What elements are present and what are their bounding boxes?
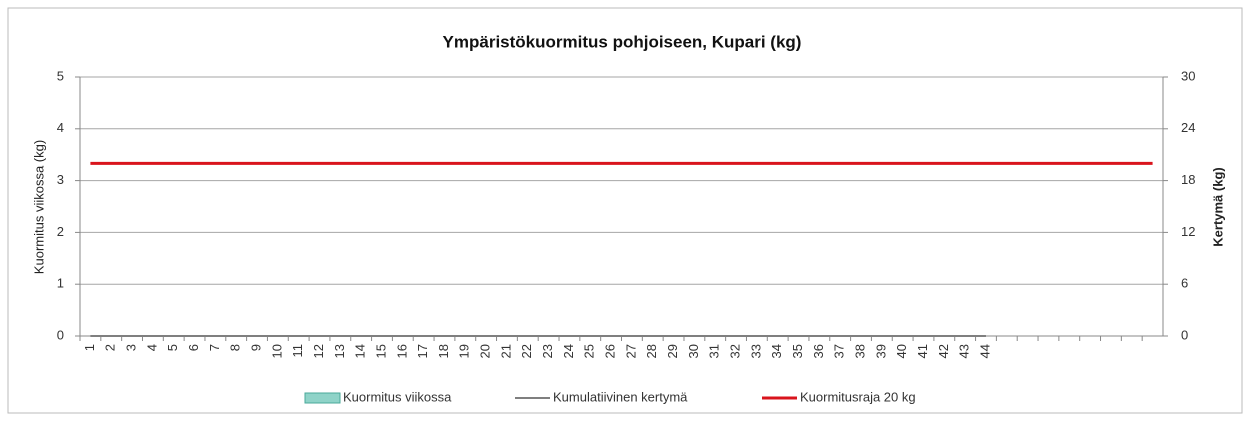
x-tick-label: 27 xyxy=(623,344,638,358)
x-tick-label: 11 xyxy=(290,344,305,358)
x-tick-label: 39 xyxy=(873,344,888,358)
x-tick-label: 3 xyxy=(124,344,139,351)
x-tick-label: 36 xyxy=(811,344,826,358)
x-tick-label: 24 xyxy=(561,344,576,358)
y-tick-label: 2 xyxy=(57,224,64,239)
x-tick-label: 21 xyxy=(498,344,513,358)
x-tick-label: 9 xyxy=(248,344,263,351)
y-tick-label: 5 xyxy=(57,68,64,83)
x-tick-label: 38 xyxy=(852,344,867,358)
x-tick-label: 44 xyxy=(977,344,992,358)
x-tick-label: 23 xyxy=(540,344,555,358)
x-tick-label: 2 xyxy=(103,344,118,351)
x-tick-label: 43 xyxy=(957,344,972,358)
x-tick-label: 10 xyxy=(269,344,284,358)
y2-tick-label: 30 xyxy=(1181,68,1195,83)
x-tick-label: 42 xyxy=(936,344,951,358)
legend-swatch xyxy=(304,392,341,404)
x-tick-label: 37 xyxy=(832,344,847,358)
x-tick-label: 1 xyxy=(82,344,97,351)
x-tick-label: 26 xyxy=(603,344,618,358)
x-tick-label: 16 xyxy=(394,344,409,358)
x-tick-label: 15 xyxy=(373,344,388,358)
x-tick-label: 18 xyxy=(436,344,451,358)
y-tick-label: 4 xyxy=(57,120,64,135)
x-tick-label: 8 xyxy=(228,344,243,351)
y2-tick-label: 18 xyxy=(1181,172,1195,187)
y-axis-title: Kuormitus viikossa (kg) xyxy=(31,140,46,274)
x-tick-label: 30 xyxy=(686,344,701,358)
y2-axis-title: Kertymä (kg) xyxy=(1210,167,1225,246)
y-tick-label: 1 xyxy=(57,276,64,291)
x-tick-label: 20 xyxy=(478,344,493,358)
x-tick-label: 35 xyxy=(790,344,805,358)
x-tick-label: 32 xyxy=(727,344,742,358)
x-tick-label: 33 xyxy=(748,344,763,358)
x-tick-label: 31 xyxy=(707,344,722,358)
x-tick-label: 14 xyxy=(353,344,368,358)
legend-label: Kumulatiivinen kertymä xyxy=(553,389,688,404)
x-tick-label: 6 xyxy=(186,344,201,351)
x-tick-label: 28 xyxy=(644,344,659,358)
y2-tick-label: 6 xyxy=(1181,276,1188,291)
x-tick-label: 17 xyxy=(415,344,430,358)
x-tick-label: 19 xyxy=(457,344,472,358)
y2-tick-label: 12 xyxy=(1181,224,1195,239)
y-tick-label: 0 xyxy=(57,327,64,342)
y-tick-label: 3 xyxy=(57,172,64,187)
x-tick-label: 41 xyxy=(915,344,930,358)
y2-tick-label: 0 xyxy=(1181,327,1188,342)
x-tick-label: 7 xyxy=(207,344,222,351)
x-tick-label: 22 xyxy=(519,344,534,358)
x-tick-label: 29 xyxy=(665,344,680,358)
chart-frame xyxy=(7,7,1243,414)
x-tick-label: 40 xyxy=(894,344,909,358)
x-tick-label: 4 xyxy=(144,344,159,351)
y2-tick-label: 24 xyxy=(1181,120,1195,135)
legend-label: Kuormitus viikossa xyxy=(343,389,452,404)
legend-label: Kuormitusraja 20 kg xyxy=(800,389,916,404)
x-tick-label: 25 xyxy=(582,344,597,358)
chart-title: Ympäristökuormitus pohjoiseen, Kupari (k… xyxy=(443,32,802,51)
x-tick-label: 5 xyxy=(165,344,180,351)
x-tick-label: 34 xyxy=(769,344,784,358)
x-tick-label: 12 xyxy=(311,344,326,358)
x-tick-label: 13 xyxy=(332,344,347,358)
